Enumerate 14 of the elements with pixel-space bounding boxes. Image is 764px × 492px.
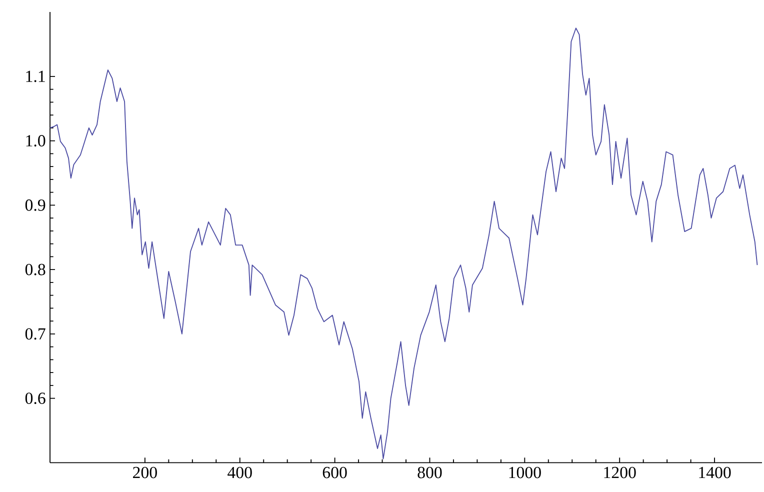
y-tick-label: 1.0 — [26, 135, 46, 147]
x-tick-label: 1400 — [699, 466, 731, 478]
x-tick-label: 1200 — [604, 466, 636, 478]
y-tick-label: 0.8 — [25, 264, 46, 276]
y-tick-label: 0.9 — [25, 199, 46, 211]
y-tick-label: 0.7 — [25, 328, 46, 340]
y-tick-label: 0.6 — [25, 392, 46, 404]
x-tick-label: 800 — [418, 466, 442, 478]
x-tick-label: 600 — [322, 466, 347, 478]
x-tick-label: 400 — [228, 466, 252, 478]
y-tick-label: 1.1 — [26, 70, 45, 82]
x-tick-label: 1000 — [509, 466, 541, 478]
line-series — [50, 28, 758, 460]
x-tick-label: 200 — [133, 466, 157, 478]
